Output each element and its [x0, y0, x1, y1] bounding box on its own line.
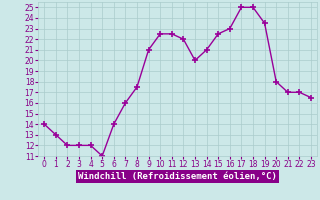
X-axis label: Windchill (Refroidissement éolien,°C): Windchill (Refroidissement éolien,°C)	[78, 172, 277, 181]
